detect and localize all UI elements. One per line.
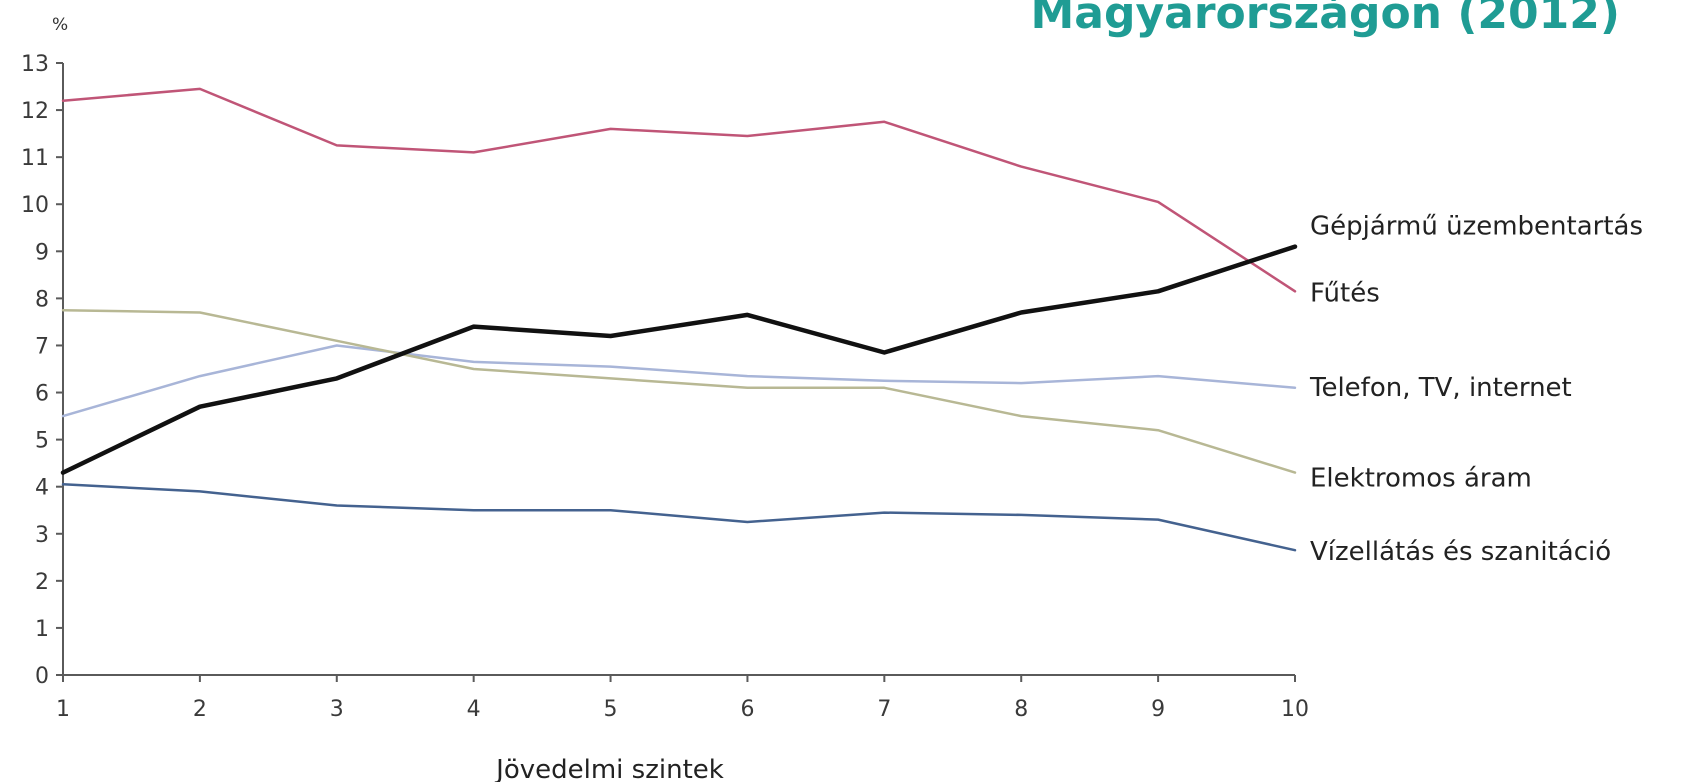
x-tick-label: 2 xyxy=(193,697,207,722)
x-tick-label: 5 xyxy=(604,697,618,722)
x-tick-label: 8 xyxy=(1014,697,1028,722)
x-tick-label: 7 xyxy=(877,697,891,722)
x-tick-label: 6 xyxy=(740,697,754,722)
x-tick-label: 3 xyxy=(330,697,344,722)
x-tick-label: 1 xyxy=(56,697,70,722)
y-axis-unit-label: % xyxy=(52,15,68,35)
x-axis-ticks: 1 2 3 4 5 6 7 8 9 10 xyxy=(56,675,1309,722)
series-labels: Gépjármű üzembentartás Fűtés Telefon, TV, … xyxy=(1309,212,1643,568)
y-tick-label: 13 xyxy=(21,52,49,77)
y-tick-label: 4 xyxy=(35,476,49,501)
series-label: Telefon, TV, internet xyxy=(1309,373,1572,403)
series-lines xyxy=(60,87,1298,552)
series-label: Fűtés xyxy=(1310,278,1380,308)
series-label: Vízellátás és szanitáció xyxy=(1310,537,1611,567)
series-line xyxy=(60,244,1298,475)
y-tick-label: 8 xyxy=(35,287,49,312)
y-tick-label: 0 xyxy=(35,664,49,689)
x-tick-label: 10 xyxy=(1281,697,1309,722)
y-tick-label: 11 xyxy=(21,146,49,171)
y-tick-label: 1 xyxy=(35,617,49,642)
x-tick-label: 9 xyxy=(1151,697,1165,722)
series-line xyxy=(61,87,1297,293)
series-label: Elektromos áram xyxy=(1310,464,1532,494)
x-tick-label: 4 xyxy=(467,697,481,722)
y-tick-label: 6 xyxy=(35,382,49,407)
series-line xyxy=(61,344,1297,418)
series-line xyxy=(61,308,1297,474)
series-line xyxy=(61,483,1297,552)
y-tick-label: 2 xyxy=(35,570,49,595)
y-tick-label: 10 xyxy=(21,193,49,218)
x-axis-title: Jövedelmi szintek xyxy=(494,755,724,782)
y-tick-label: 3 xyxy=(35,523,49,548)
series-label: Gépjármű üzembentartás xyxy=(1310,212,1643,242)
y-tick-label: 5 xyxy=(35,429,49,454)
chart-title: Magyarországon (2012) xyxy=(1030,0,1620,39)
y-tick-label: 12 xyxy=(21,99,49,124)
y-tick-label: 7 xyxy=(35,334,49,359)
y-tick-label: 9 xyxy=(35,240,49,265)
